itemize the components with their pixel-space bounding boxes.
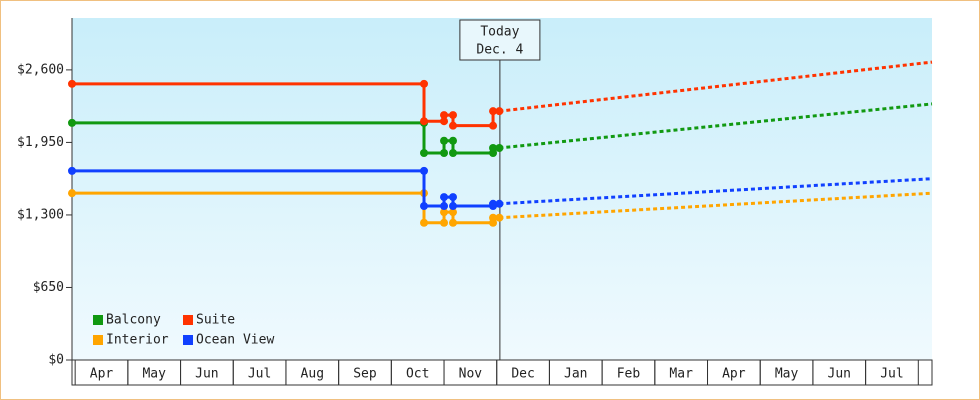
- x-tick-label: Jun: [195, 367, 218, 382]
- x-tick-label: Apr: [90, 367, 114, 382]
- x-tick-label: May: [775, 367, 799, 382]
- legend-label: Interior: [106, 333, 169, 348]
- today-box: [459, 19, 541, 61]
- y-tick-label: $0: [48, 353, 64, 368]
- x-tick-label: Sep: [353, 367, 377, 382]
- x-tick-label: Feb: [617, 367, 641, 382]
- price-point: [495, 199, 504, 208]
- today-label: Today: [480, 25, 519, 40]
- plot-area: [72, 18, 932, 360]
- price-point: [495, 107, 504, 116]
- price-point: [68, 79, 76, 88]
- y-tick-label: $1,950: [17, 135, 64, 150]
- x-tick-label: May: [142, 367, 166, 382]
- legend-label: Balcony: [106, 313, 161, 328]
- x-tick-label: Apr: [722, 367, 746, 382]
- price-point: [448, 208, 457, 217]
- x-tick-label: Dec: [511, 367, 534, 382]
- legend-label: Ocean View: [196, 333, 274, 348]
- price-point: [68, 189, 76, 198]
- price-point: [495, 143, 504, 152]
- price-point: [440, 218, 449, 227]
- price-point: [489, 121, 498, 130]
- history-line: [72, 82, 500, 128]
- price-point: [448, 111, 457, 120]
- price-point: [420, 166, 429, 175]
- legend-swatch: [183, 315, 193, 325]
- x-axis: [71, 359, 933, 386]
- price-point: [489, 213, 498, 222]
- legend-swatch: [93, 335, 103, 345]
- price-point: [489, 107, 498, 116]
- x-tick-label: Jan: [564, 367, 587, 382]
- price-point: [440, 208, 449, 217]
- y-tick-label: $650: [33, 280, 64, 295]
- x-tick-label: Oct: [406, 367, 429, 382]
- price-point: [420, 218, 429, 227]
- x-tick-label: Jul: [248, 367, 271, 382]
- price-point: [420, 202, 429, 211]
- forecast-line: [499, 60, 933, 113]
- price-point: [440, 149, 449, 158]
- legend-swatch: [93, 315, 103, 325]
- price-point: [420, 117, 429, 126]
- x-tick-label: Mar: [669, 367, 693, 382]
- price-point: [420, 79, 429, 88]
- price-point: [448, 193, 457, 202]
- today-date: Dec. 4: [476, 43, 523, 58]
- price-point: [489, 199, 498, 208]
- price-point: [448, 121, 457, 130]
- price-point: [68, 118, 76, 127]
- price-point: [440, 193, 449, 202]
- price-point: [448, 149, 457, 158]
- price-point: [448, 202, 457, 211]
- x-tick-label: Aug: [301, 367, 324, 382]
- price-point: [440, 202, 449, 211]
- price-point: [440, 111, 449, 120]
- price-point: [68, 166, 76, 175]
- forecast-line: [499, 102, 933, 150]
- price-point: [440, 136, 449, 145]
- y-tick-label: $1,300: [17, 207, 64, 222]
- price-point: [440, 117, 449, 126]
- forecast-line: [499, 177, 933, 206]
- legend-label: Suite: [196, 313, 235, 328]
- legend-swatch: [183, 335, 193, 345]
- x-tick-label: Nov: [459, 367, 483, 382]
- x-tick-label: Jun: [828, 367, 851, 382]
- x-tick-label: Jul: [880, 367, 903, 382]
- x-tick: [865, 359, 919, 386]
- forecast-line: [499, 191, 933, 220]
- y-tick-label: $2,600: [17, 62, 64, 77]
- price-point: [420, 149, 429, 158]
- price-point: [489, 143, 498, 152]
- price-point: [495, 213, 504, 222]
- price-point: [448, 218, 457, 227]
- price-point: [448, 136, 457, 145]
